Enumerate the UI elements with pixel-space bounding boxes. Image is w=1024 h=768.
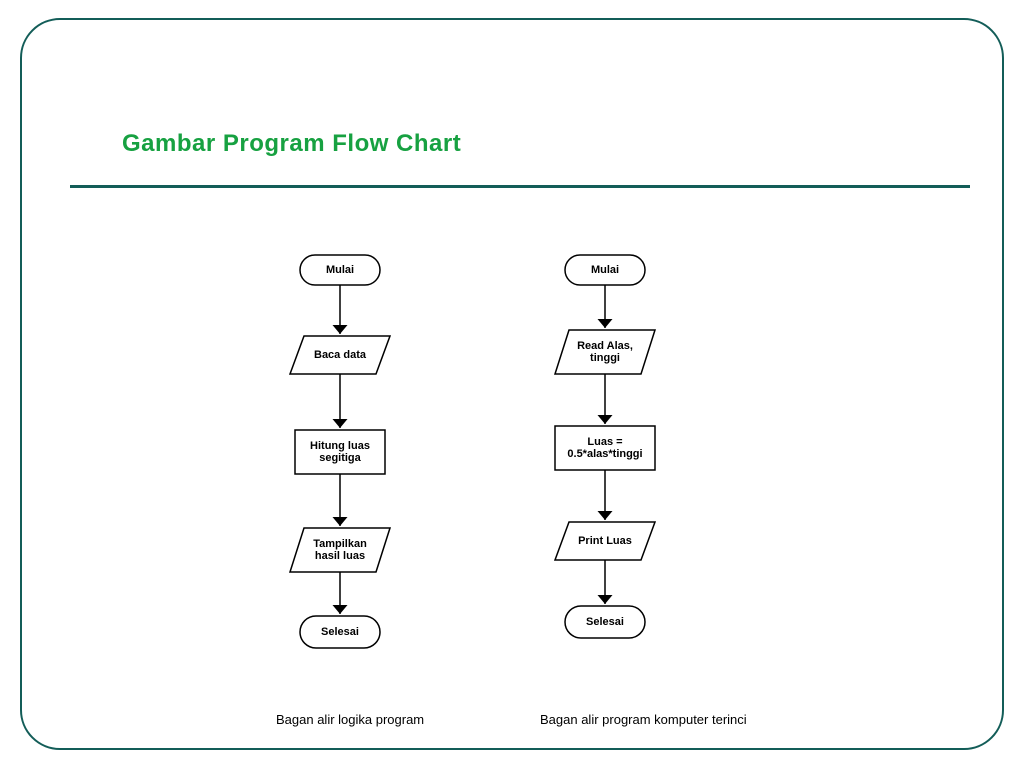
svg-text:Selesai: Selesai [586,616,624,628]
svg-text:Mulai: Mulai [591,264,619,276]
svg-text:Read Alas,: Read Alas, [577,340,633,352]
svg-text:hasil luas: hasil luas [315,550,365,562]
page-title: Gambar Program Flow Chart [122,130,461,158]
svg-text:Print Luas: Print Luas [578,535,632,547]
svg-text:Baca data: Baca data [314,349,367,361]
flowchart-svg: Mulai Baca data Hitung luassegitiga Tampilk… [0,230,1024,740]
svg-text:Mulai: Mulai [326,264,354,276]
title-underline [70,185,970,188]
svg-text:Tampilkan: Tampilkan [313,538,367,550]
svg-text:0.5*alas*tinggi: 0.5*alas*tinggi [567,448,642,460]
flowchart-area: Mulai Baca data Hitung luassegitiga Tampilk… [0,230,1024,740]
svg-text:segitiga: segitiga [319,452,361,464]
svg-text:tinggi: tinggi [590,352,620,364]
caption-right: Bagan alir program komputer terinci [540,712,747,727]
svg-text:Hitung luas: Hitung luas [310,440,370,452]
caption-left: Bagan alir logika program [276,712,424,727]
svg-text:Luas =: Luas = [587,436,622,448]
svg-text:Selesai: Selesai [321,626,359,638]
